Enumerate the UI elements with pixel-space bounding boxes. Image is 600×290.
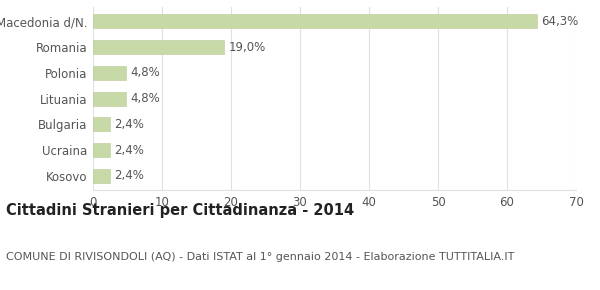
Text: 2,4%: 2,4% — [114, 169, 143, 182]
Bar — [93, 14, 536, 28]
Text: COMUNE DI RIVISONDOLI (AQ) - Dati ISTAT al 1° gennaio 2014 - Elaborazione TUTTIT: COMUNE DI RIVISONDOLI (AQ) - Dati ISTAT … — [6, 252, 514, 262]
Text: 64,3%: 64,3% — [541, 15, 578, 28]
Text: 19,0%: 19,0% — [228, 41, 265, 54]
Text: 2,4%: 2,4% — [114, 118, 143, 131]
Text: 4,8%: 4,8% — [130, 66, 160, 79]
Bar — [93, 92, 126, 106]
Bar — [93, 169, 110, 183]
Bar — [93, 40, 224, 54]
Bar — [93, 143, 110, 157]
Bar — [93, 117, 110, 131]
Text: 4,8%: 4,8% — [130, 92, 160, 105]
Text: Cittadini Stranieri per Cittadinanza - 2014: Cittadini Stranieri per Cittadinanza - 2… — [6, 203, 354, 218]
Bar — [93, 66, 126, 80]
Text: 2,4%: 2,4% — [114, 144, 143, 157]
